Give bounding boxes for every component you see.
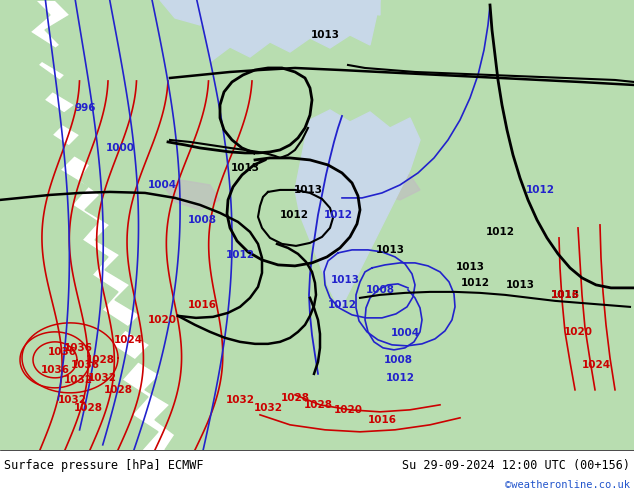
Text: 1013: 1013 bbox=[550, 290, 579, 300]
Text: 1024: 1024 bbox=[581, 360, 611, 370]
Text: 1012: 1012 bbox=[486, 227, 515, 237]
Text: 1016: 1016 bbox=[550, 290, 579, 300]
Text: 1000: 1000 bbox=[105, 143, 134, 153]
Text: 1012: 1012 bbox=[328, 300, 356, 310]
Text: 1028: 1028 bbox=[74, 403, 103, 413]
Text: 1032: 1032 bbox=[226, 395, 254, 405]
Text: Surface pressure [hPa] ECMWF: Surface pressure [hPa] ECMWF bbox=[4, 459, 204, 471]
Text: 1004: 1004 bbox=[148, 180, 176, 190]
Polygon shape bbox=[200, 0, 380, 62]
Text: 1012: 1012 bbox=[385, 373, 415, 383]
Text: 1012: 1012 bbox=[226, 250, 254, 260]
Text: ©weatheronline.co.uk: ©weatheronline.co.uk bbox=[505, 480, 630, 490]
Text: 1036: 1036 bbox=[48, 347, 77, 357]
Text: 1032: 1032 bbox=[87, 373, 117, 383]
Text: 1028: 1028 bbox=[103, 385, 133, 395]
Text: 996: 996 bbox=[74, 103, 96, 113]
Text: 1012: 1012 bbox=[280, 210, 309, 220]
Text: 1032: 1032 bbox=[254, 403, 283, 413]
Polygon shape bbox=[295, 110, 420, 310]
Text: 1036: 1036 bbox=[70, 360, 100, 370]
Text: 1013: 1013 bbox=[375, 245, 404, 255]
Text: 1036: 1036 bbox=[41, 365, 70, 375]
Text: 1013: 1013 bbox=[231, 163, 259, 173]
Text: 1004: 1004 bbox=[391, 328, 420, 338]
Text: 1020: 1020 bbox=[148, 315, 176, 325]
Text: 1016: 1016 bbox=[368, 415, 396, 425]
Text: 1012: 1012 bbox=[526, 185, 555, 195]
Text: 1016: 1016 bbox=[188, 300, 216, 310]
Text: 1013: 1013 bbox=[505, 280, 534, 290]
Polygon shape bbox=[0, 0, 634, 450]
Polygon shape bbox=[340, 0, 634, 450]
Polygon shape bbox=[160, 0, 380, 65]
Text: 1028: 1028 bbox=[86, 355, 115, 365]
Text: 1032: 1032 bbox=[63, 375, 93, 385]
Polygon shape bbox=[365, 170, 420, 200]
Text: 1028: 1028 bbox=[304, 400, 332, 410]
Text: 1013: 1013 bbox=[294, 185, 323, 195]
Text: 1032: 1032 bbox=[58, 395, 86, 405]
Text: 1036: 1036 bbox=[63, 343, 93, 353]
Text: 1008: 1008 bbox=[365, 285, 394, 295]
Text: 1013: 1013 bbox=[455, 262, 484, 272]
Polygon shape bbox=[160, 0, 380, 25]
Text: 1028: 1028 bbox=[280, 393, 309, 403]
Polygon shape bbox=[165, 180, 220, 210]
Text: 1008: 1008 bbox=[188, 215, 216, 225]
Text: 1008: 1008 bbox=[384, 355, 413, 365]
Text: 1020: 1020 bbox=[333, 405, 363, 415]
Text: 1012: 1012 bbox=[460, 278, 489, 288]
Text: Su 29-09-2024 12:00 UTC (00+156): Su 29-09-2024 12:00 UTC (00+156) bbox=[402, 459, 630, 471]
Text: 1012: 1012 bbox=[323, 210, 353, 220]
Text: 1024: 1024 bbox=[113, 335, 143, 345]
Polygon shape bbox=[0, 0, 158, 450]
Text: 1013: 1013 bbox=[311, 30, 339, 40]
Text: 1020: 1020 bbox=[564, 327, 593, 337]
Polygon shape bbox=[155, 0, 634, 108]
Text: 1013: 1013 bbox=[330, 275, 359, 285]
